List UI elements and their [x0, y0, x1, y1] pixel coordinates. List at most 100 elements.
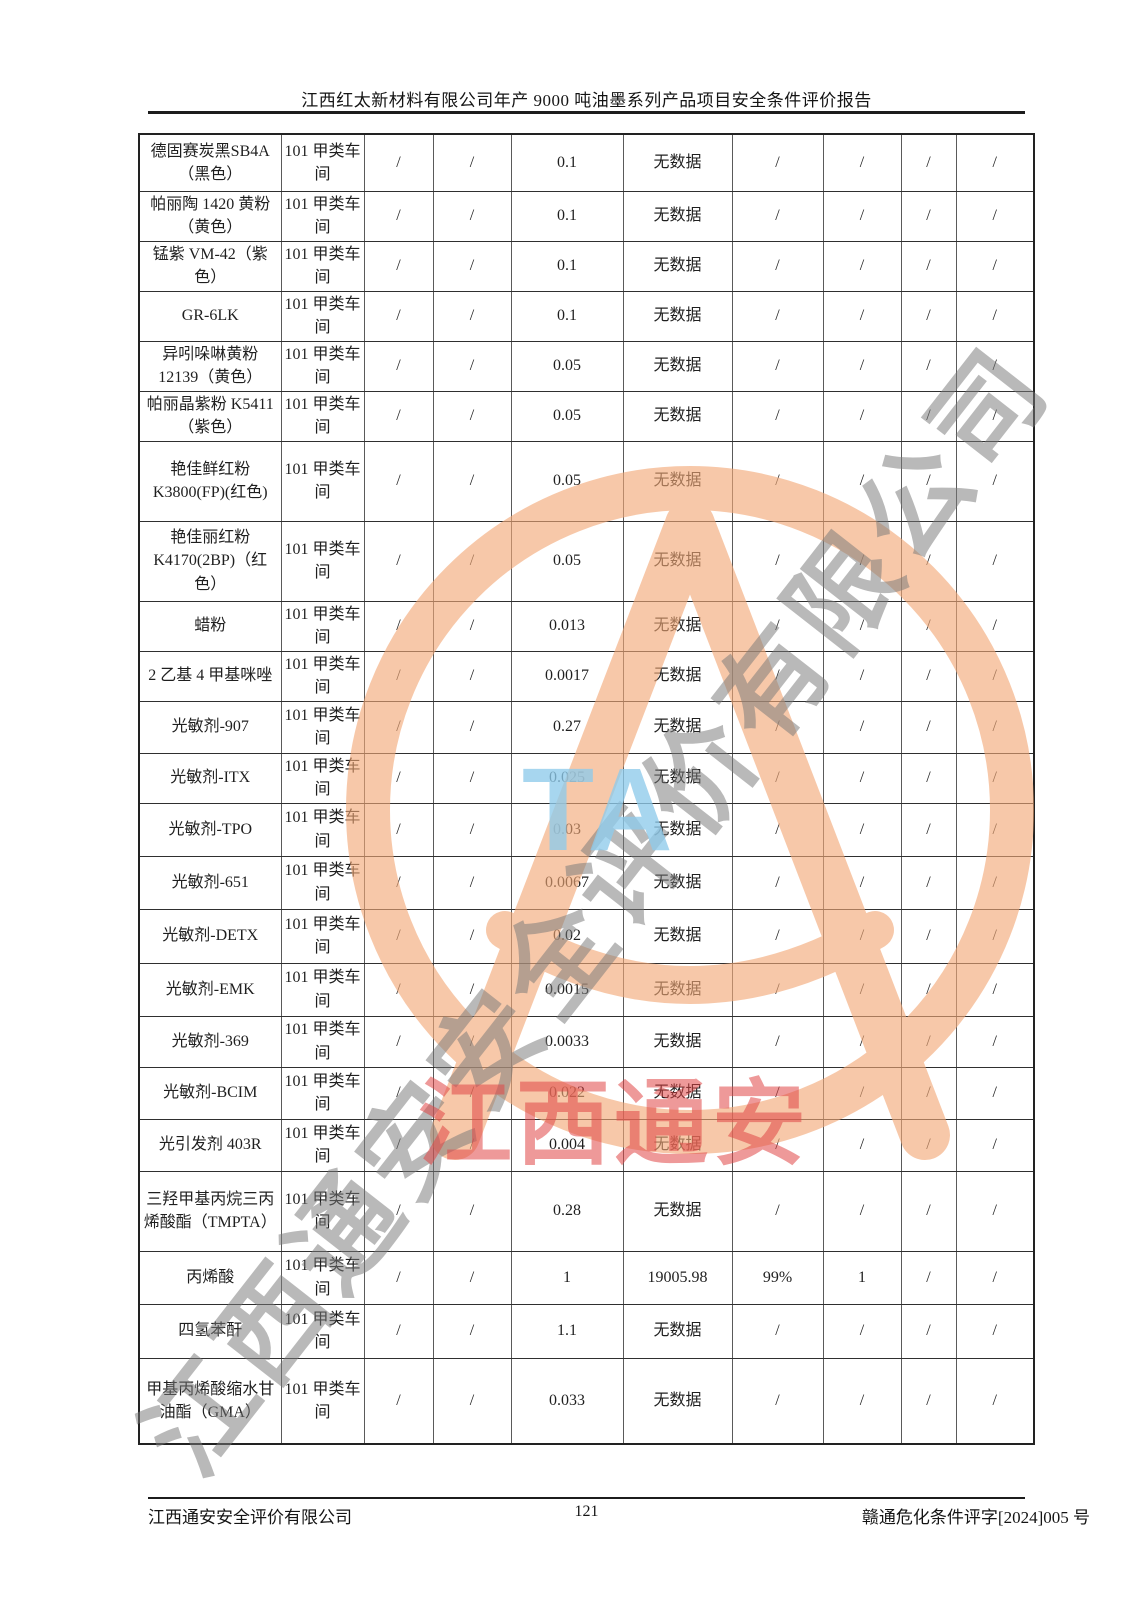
table-cell: / — [955, 600, 1035, 652]
table-cell: / — [822, 520, 902, 602]
table-cell: 0.1 — [510, 240, 624, 292]
table-cell: / — [432, 520, 512, 602]
table-cell: / — [822, 908, 902, 964]
table-cell: 101 甲类车间 — [280, 1170, 365, 1252]
table-cell: / — [822, 1066, 902, 1120]
table-cell: / — [900, 752, 957, 804]
chemical-name-cell: 光敏剂-ITX — [138, 752, 282, 804]
table-cell: / — [822, 440, 902, 522]
chemical-name-cell: 德固赛炭黑SB4A（黑色） — [138, 133, 282, 192]
table-cell: / — [955, 802, 1035, 857]
table-cell: 无数据 — [622, 650, 733, 702]
table-cell: / — [363, 340, 434, 392]
chemical-data-table: 德固赛炭黑SB4A（黑色） 101 甲类车间 //0.1 无数据 / / / / 帕丽陶 142… — [138, 133, 1035, 1445]
table-cell: 0.28 — [510, 1170, 624, 1252]
table-cell: 无数据 — [622, 440, 733, 522]
table-cell: 无数据 — [622, 290, 733, 342]
table-cell: 101 甲类车间 — [280, 855, 365, 910]
table-cell: / — [731, 520, 824, 602]
table-cell: / — [955, 1015, 1035, 1068]
table-cell: / — [955, 290, 1035, 342]
table-cell: 无数据 — [622, 133, 733, 192]
table-row: 艳佳丽红粉 K4170(2BP)（红色） 101 甲类车间 //0.05 无数据 / / /… — [138, 520, 1035, 602]
table-cell: / — [731, 1170, 824, 1252]
table-cell: 101 甲类车间 — [280, 752, 365, 804]
table-cell: 1 — [822, 1250, 902, 1305]
table-cell: / — [432, 290, 512, 342]
table-cell: 101 甲类车间 — [280, 1066, 365, 1120]
table-row: 光敏剂-DETX 101 甲类车间 //0.02 无数据 / / / / — [138, 908, 1035, 964]
table-cell: 101 甲类车间 — [280, 908, 365, 964]
chemical-name-cell: 光引发剂 403R — [138, 1118, 282, 1172]
table-row: 光敏剂-651 101 甲类车间 //0.0067 无数据 / / / / — [138, 855, 1035, 910]
table-cell: / — [955, 340, 1035, 392]
table-cell: / — [955, 520, 1035, 602]
table-row: 艳佳鲜红粉 K3800(FP)(红色) 101 甲类车间 //0.05 无数据 / / / / — [138, 440, 1035, 522]
table-cell: / — [900, 440, 957, 522]
chemical-name-cell: 三羟甲基丙烷三丙烯酸酯（TMPTA） — [138, 1170, 282, 1252]
table-row: 丙烯酸 101 甲类车间 //1 19005.98 99% 1// — [138, 1250, 1035, 1305]
table-cell: 无数据 — [622, 1015, 733, 1068]
table-row: 蜡粉 101 甲类车间 //0.013 无数据 / / / / — [138, 600, 1035, 652]
chemical-name-cell: 丙烯酸 — [138, 1250, 282, 1305]
table-cell: 无数据 — [622, 855, 733, 910]
table-cell: / — [900, 190, 957, 242]
table-cell: / — [955, 1170, 1035, 1252]
table-cell: 无数据 — [622, 240, 733, 292]
table-row: 2 乙基 4 甲基咪唑 101 甲类车间 //0.0017 无数据 / / / / — [138, 650, 1035, 702]
table-cell: 0.1 — [510, 290, 624, 342]
table-cell: / — [731, 290, 824, 342]
table-cell: 101 甲类车间 — [280, 700, 365, 754]
table-cell: / — [955, 908, 1035, 964]
table-cell: 101 甲类车间 — [280, 340, 365, 392]
footer-company-name: 江西通安安全评价有限公司 — [148, 1508, 352, 1527]
table-cell: 101 甲类车间 — [280, 240, 365, 292]
table-cell: / — [363, 908, 434, 964]
table-cell: / — [363, 700, 434, 754]
table-cell: 1.1 — [510, 1303, 624, 1359]
table-cell: / — [731, 133, 824, 192]
table-cell: / — [731, 650, 824, 702]
table-cell: 无数据 — [622, 700, 733, 754]
table-cell: 101 甲类车间 — [280, 1118, 365, 1172]
table-cell: / — [432, 133, 512, 192]
table-cell: 无数据 — [622, 908, 733, 964]
table-cell: / — [731, 855, 824, 910]
table-row: 光引发剂 403R 101 甲类车间 //0.004 无数据 / / / / — [138, 1118, 1035, 1172]
table-cell: / — [955, 752, 1035, 804]
table-cell: / — [432, 190, 512, 242]
table-cell: 101 甲类车间 — [280, 440, 365, 522]
table-cell: 101 甲类车间 — [280, 133, 365, 192]
table-row: GR-6LK 101 甲类车间 //0.1 无数据 / / / / — [138, 290, 1035, 342]
header-divider — [148, 111, 1025, 114]
table-cell: / — [363, 1357, 434, 1445]
table-cell: 0.27 — [510, 700, 624, 754]
table-cell: 0.0015 — [510, 962, 624, 1017]
table-cell: / — [363, 240, 434, 292]
table-cell: / — [900, 1250, 957, 1305]
table-cell: / — [822, 240, 902, 292]
table-cell: 无数据 — [622, 190, 733, 242]
table-cell: 0.05 — [510, 440, 624, 522]
table-cell: / — [363, 1066, 434, 1120]
table-cell: 0.033 — [510, 1357, 624, 1445]
table-cell: / — [432, 1066, 512, 1120]
table-cell: / — [955, 1357, 1035, 1445]
table-row: 锰紫 VM-42（紫色） 101 甲类车间 //0.1 无数据 / / / / — [138, 240, 1035, 292]
table-cell: / — [363, 802, 434, 857]
table-cell: / — [432, 752, 512, 804]
table-cell: / — [822, 700, 902, 754]
table-cell: / — [731, 1357, 824, 1445]
table-row: 光敏剂-369 101 甲类车间 //0.0033 无数据 / / / / — [138, 1015, 1035, 1068]
table-cell: 101 甲类车间 — [280, 650, 365, 702]
table-cell: / — [900, 1066, 957, 1120]
chemical-name-cell: 2 乙基 4 甲基咪唑 — [138, 650, 282, 702]
table-cell: / — [731, 1015, 824, 1068]
table-row: 德固赛炭黑SB4A（黑色） 101 甲类车间 //0.1 无数据 / / / / — [138, 133, 1035, 192]
table-cell: / — [822, 390, 902, 442]
table-cell: / — [432, 340, 512, 392]
chemical-name-cell: 四氢苯酐 — [138, 1303, 282, 1359]
table-cell: 无数据 — [622, 1066, 733, 1120]
table-cell: 19005.98 — [622, 1250, 733, 1305]
